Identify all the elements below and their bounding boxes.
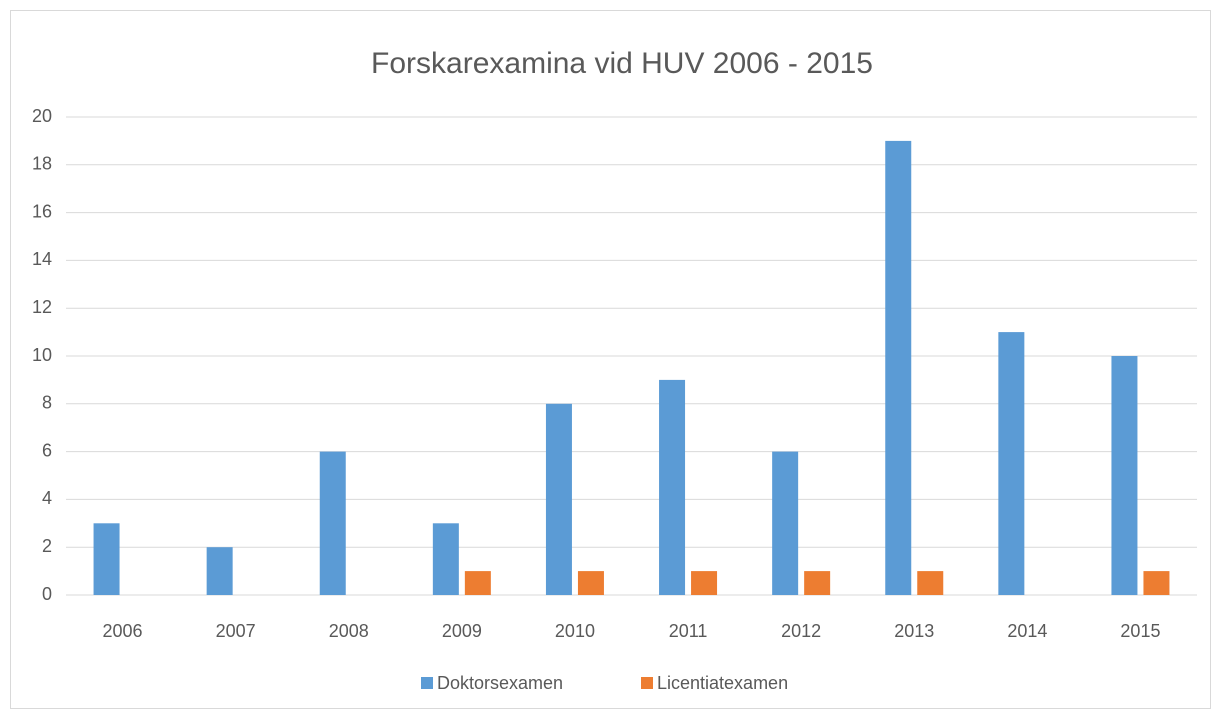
y-tick-label: 4 <box>42 488 52 508</box>
bar <box>691 571 718 595</box>
x-tick-label: 2009 <box>442 621 482 641</box>
bar <box>93 523 120 595</box>
legend-label: Licentiatexamen <box>657 673 788 693</box>
bar <box>998 332 1025 595</box>
y-tick-label: 16 <box>32 201 52 221</box>
bar <box>804 571 831 595</box>
y-tick-label: 6 <box>42 440 52 460</box>
x-tick-label: 2014 <box>1007 621 1047 641</box>
bar <box>917 571 944 595</box>
bar <box>545 403 572 595</box>
y-tick-label: 10 <box>32 345 52 365</box>
chart-border <box>10 10 1211 709</box>
bar <box>432 523 459 595</box>
y-tick-label: 20 <box>32 106 52 126</box>
x-tick-label: 2010 <box>555 621 595 641</box>
legend-label: Doktorsexamen <box>437 673 563 693</box>
y-tick-label: 18 <box>32 154 52 174</box>
y-tick-label: 12 <box>32 297 52 317</box>
x-tick-label: 2013 <box>894 621 934 641</box>
y-tick-label: 8 <box>42 393 52 413</box>
bar <box>1143 571 1170 595</box>
legend-swatch <box>421 677 433 689</box>
x-tick-label: 2011 <box>669 621 708 641</box>
bar <box>577 571 604 595</box>
bar <box>885 140 912 595</box>
x-tick-label: 2006 <box>103 621 143 641</box>
bar <box>1111 356 1138 595</box>
legend-swatch <box>641 677 653 689</box>
chart-title: Forskarexamina vid HUV 2006 - 2015 <box>371 47 873 80</box>
x-tick-label: 2012 <box>781 621 821 641</box>
y-tick-label: 14 <box>32 249 52 269</box>
x-tick-label: 2008 <box>329 621 369 641</box>
bar <box>772 451 799 595</box>
x-tick-label: 2015 <box>1120 621 1160 641</box>
y-tick-label: 0 <box>42 584 52 604</box>
bar <box>659 379 686 595</box>
x-tick-label: 2007 <box>216 621 256 641</box>
bar <box>206 547 233 595</box>
y-tick-label: 2 <box>42 536 52 556</box>
bar <box>319 451 346 595</box>
bar <box>464 571 491 595</box>
